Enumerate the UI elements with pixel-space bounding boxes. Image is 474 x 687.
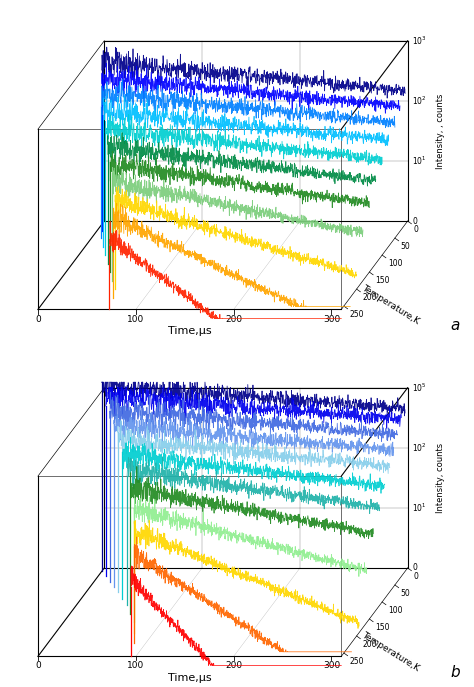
Text: 0: 0 xyxy=(413,572,418,581)
Text: a: a xyxy=(450,318,460,333)
Text: Temperature,K: Temperature,K xyxy=(360,630,420,673)
Text: b: b xyxy=(450,665,460,680)
Text: $10^2$: $10^2$ xyxy=(412,442,427,454)
Text: $10^3$: $10^3$ xyxy=(412,34,427,47)
Text: 200: 200 xyxy=(362,293,377,302)
Text: $10^5$: $10^5$ xyxy=(412,381,427,394)
Text: 150: 150 xyxy=(375,276,390,285)
Text: 200: 200 xyxy=(225,662,242,671)
Text: 200: 200 xyxy=(362,640,377,649)
Text: 0: 0 xyxy=(413,225,418,234)
Text: Intensity, , counts: Intensity, , counts xyxy=(437,93,445,168)
Text: 200: 200 xyxy=(225,315,242,324)
Text: 150: 150 xyxy=(375,623,390,632)
Text: $10^1$: $10^1$ xyxy=(412,155,427,167)
Text: Time,μs: Time,μs xyxy=(168,673,211,684)
Text: 0: 0 xyxy=(35,662,41,671)
Text: $10^1$: $10^1$ xyxy=(412,502,427,514)
Text: 250: 250 xyxy=(349,310,364,319)
Text: 0: 0 xyxy=(412,216,417,225)
Text: 100: 100 xyxy=(388,259,402,268)
Text: 300: 300 xyxy=(323,315,340,324)
Text: 50: 50 xyxy=(401,242,410,251)
Text: 100: 100 xyxy=(127,315,145,324)
Text: 50: 50 xyxy=(401,589,410,598)
Text: Time,μs: Time,μs xyxy=(168,326,211,337)
Text: $10^2$: $10^2$ xyxy=(412,95,427,107)
Text: 0: 0 xyxy=(412,563,417,572)
Text: 250: 250 xyxy=(349,657,364,666)
Text: Temperature,K: Temperature,K xyxy=(360,283,420,326)
Text: Intensity, counts: Intensity, counts xyxy=(437,443,445,513)
Text: 100: 100 xyxy=(127,662,145,671)
Text: 100: 100 xyxy=(388,606,402,615)
Text: 300: 300 xyxy=(323,662,340,671)
Text: 0: 0 xyxy=(35,315,41,324)
